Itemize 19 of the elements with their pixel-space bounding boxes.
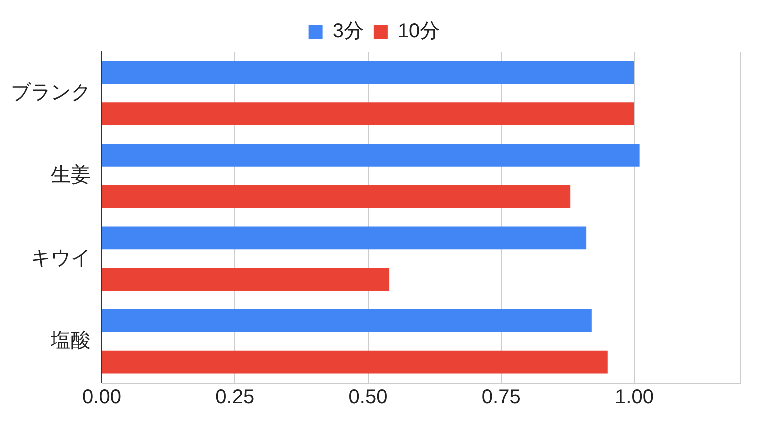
y-tick-label: ブランク <box>11 82 91 104</box>
bar <box>102 61 634 84</box>
y-tick-label: キウイ <box>31 247 91 270</box>
bar <box>102 144 640 167</box>
x-tick-label: 0.75 <box>482 386 521 409</box>
y-tick-label: 塩酸 <box>50 330 91 352</box>
legend-label: 3分 <box>332 20 364 43</box>
bar <box>102 350 608 374</box>
bar <box>102 226 587 250</box>
x-tick-label: 1.00 <box>615 386 654 409</box>
bar <box>102 310 592 332</box>
legend-label: 10分 <box>398 20 440 43</box>
y-tick-label: 生姜 <box>51 164 91 187</box>
bar <box>102 268 390 291</box>
bar <box>102 102 634 126</box>
x-tick-label: 0.50 <box>348 386 388 409</box>
bar <box>102 185 571 208</box>
x-tick-label: 0.25 <box>216 386 255 409</box>
x-tick-label: 0.00 <box>82 386 122 409</box>
